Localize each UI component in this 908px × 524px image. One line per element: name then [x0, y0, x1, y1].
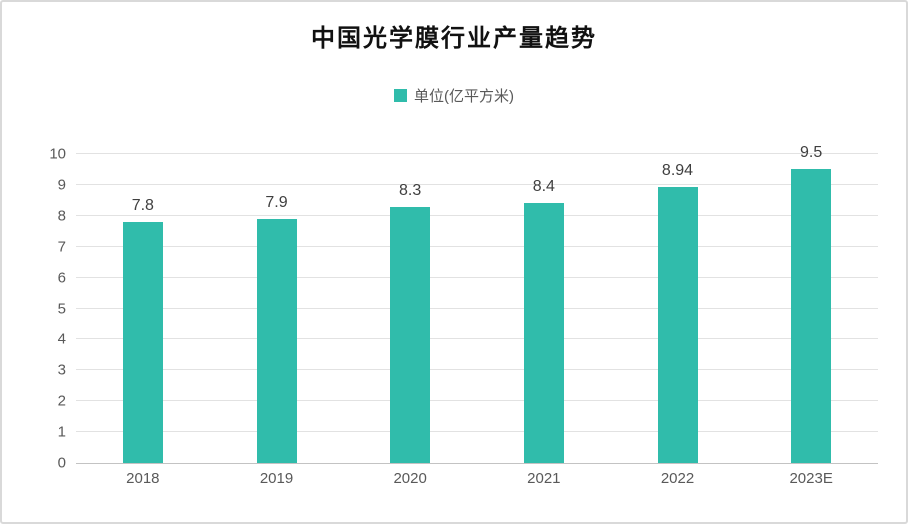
- legend: 单位(亿平方米): [2, 85, 906, 106]
- bar-value-label: 9.5: [800, 144, 823, 162]
- x-tick-label: 2023E: [789, 470, 833, 487]
- bar-value-label: 8.3: [399, 181, 422, 199]
- y-axis: 0 1 2 3 4 5 6 7 8 9 10: [2, 146, 66, 472]
- y-tick-label: 3: [57, 361, 66, 379]
- gridline: [76, 400, 878, 402]
- gridline: [76, 214, 878, 216]
- y-tick-label: 7: [57, 238, 66, 256]
- bar-2022: [657, 186, 698, 463]
- plot-area: 7.8 7.9 8.3 8.4 8.94 9.5: [76, 144, 878, 464]
- y-tick-label: 6: [57, 269, 66, 287]
- y-tick-label: 2: [57, 392, 66, 410]
- gridline: [76, 153, 878, 154]
- bar-2020: [390, 206, 431, 463]
- x-axis: 2018 2019 2020 2021 2022 2023E: [76, 470, 878, 494]
- bar-value-label: 8.4: [532, 178, 555, 196]
- y-tick-label: 9: [57, 176, 66, 194]
- y-tick-label: 5: [57, 300, 66, 317]
- y-tick-label: 1: [57, 423, 66, 441]
- gridline: [76, 276, 878, 278]
- bar-2021: [523, 203, 564, 463]
- y-tick-label: 0: [57, 454, 66, 472]
- x-tick-label: 2022: [660, 470, 695, 487]
- x-tick-label: 2020: [393, 470, 427, 487]
- gridline: [76, 431, 878, 433]
- bar-2023E: [791, 169, 832, 463]
- y-tick-label: 10: [49, 145, 66, 163]
- y-tick-label: 4: [57, 330, 66, 348]
- legend-swatch-icon: [394, 89, 407, 102]
- y-tick-label: 8: [57, 207, 66, 225]
- x-tick-label: 2019: [259, 470, 294, 487]
- gridline: [76, 245, 878, 247]
- legend-label: 单位(亿平方米): [414, 88, 514, 105]
- gridline: [76, 183, 878, 185]
- bar-2019: [256, 218, 297, 463]
- gridline: [76, 369, 878, 371]
- gridline: [76, 307, 878, 309]
- bar-2018: [122, 221, 163, 463]
- bar-value-label: 8.94: [661, 161, 694, 179]
- bar-value-label: 7.8: [131, 196, 154, 214]
- x-tick-label: 2021: [527, 470, 561, 487]
- bar-value-label: 7.9: [265, 193, 288, 211]
- chart-title: 中国光学膜行业产量趋势: [311, 26, 597, 52]
- gridline: [76, 338, 878, 340]
- x-tick-label: 2018: [126, 470, 160, 487]
